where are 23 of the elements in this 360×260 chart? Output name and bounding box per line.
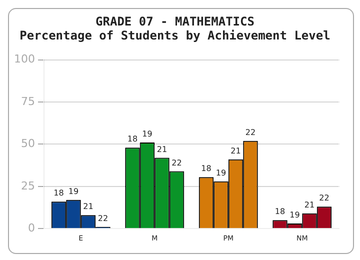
- text: 18: [274, 207, 286, 216]
- y-tick-label: 100: [14, 52, 35, 66]
- text: 22: [319, 194, 330, 203]
- series-label: 22: [98, 214, 108, 223]
- text: 18: [201, 164, 212, 174]
- chart-title: GRADE 07 - MATHEMATICS: [96, 14, 254, 28]
- series-label: 19: [142, 130, 152, 139]
- text: 22: [245, 128, 256, 137]
- text: 19: [290, 210, 300, 220]
- text: 19: [68, 186, 79, 196]
- text: 21: [156, 144, 168, 154]
- text: 21: [230, 146, 241, 156]
- y-tick-label: 25: [20, 179, 35, 192]
- y-tick-label: 50: [20, 137, 35, 150]
- chart-subtitle: Percentage of Students by Achievement Level: [20, 28, 330, 43]
- series-label: 21: [83, 202, 94, 212]
- text: 21: [304, 200, 315, 210]
- text: 19: [216, 168, 226, 178]
- text: 18: [54, 188, 64, 198]
- y-tick-label: 75: [20, 94, 35, 108]
- text: 22: [172, 158, 182, 168]
- series-label: 18: [127, 134, 138, 144]
- y-tick-label: 0: [28, 221, 35, 234]
